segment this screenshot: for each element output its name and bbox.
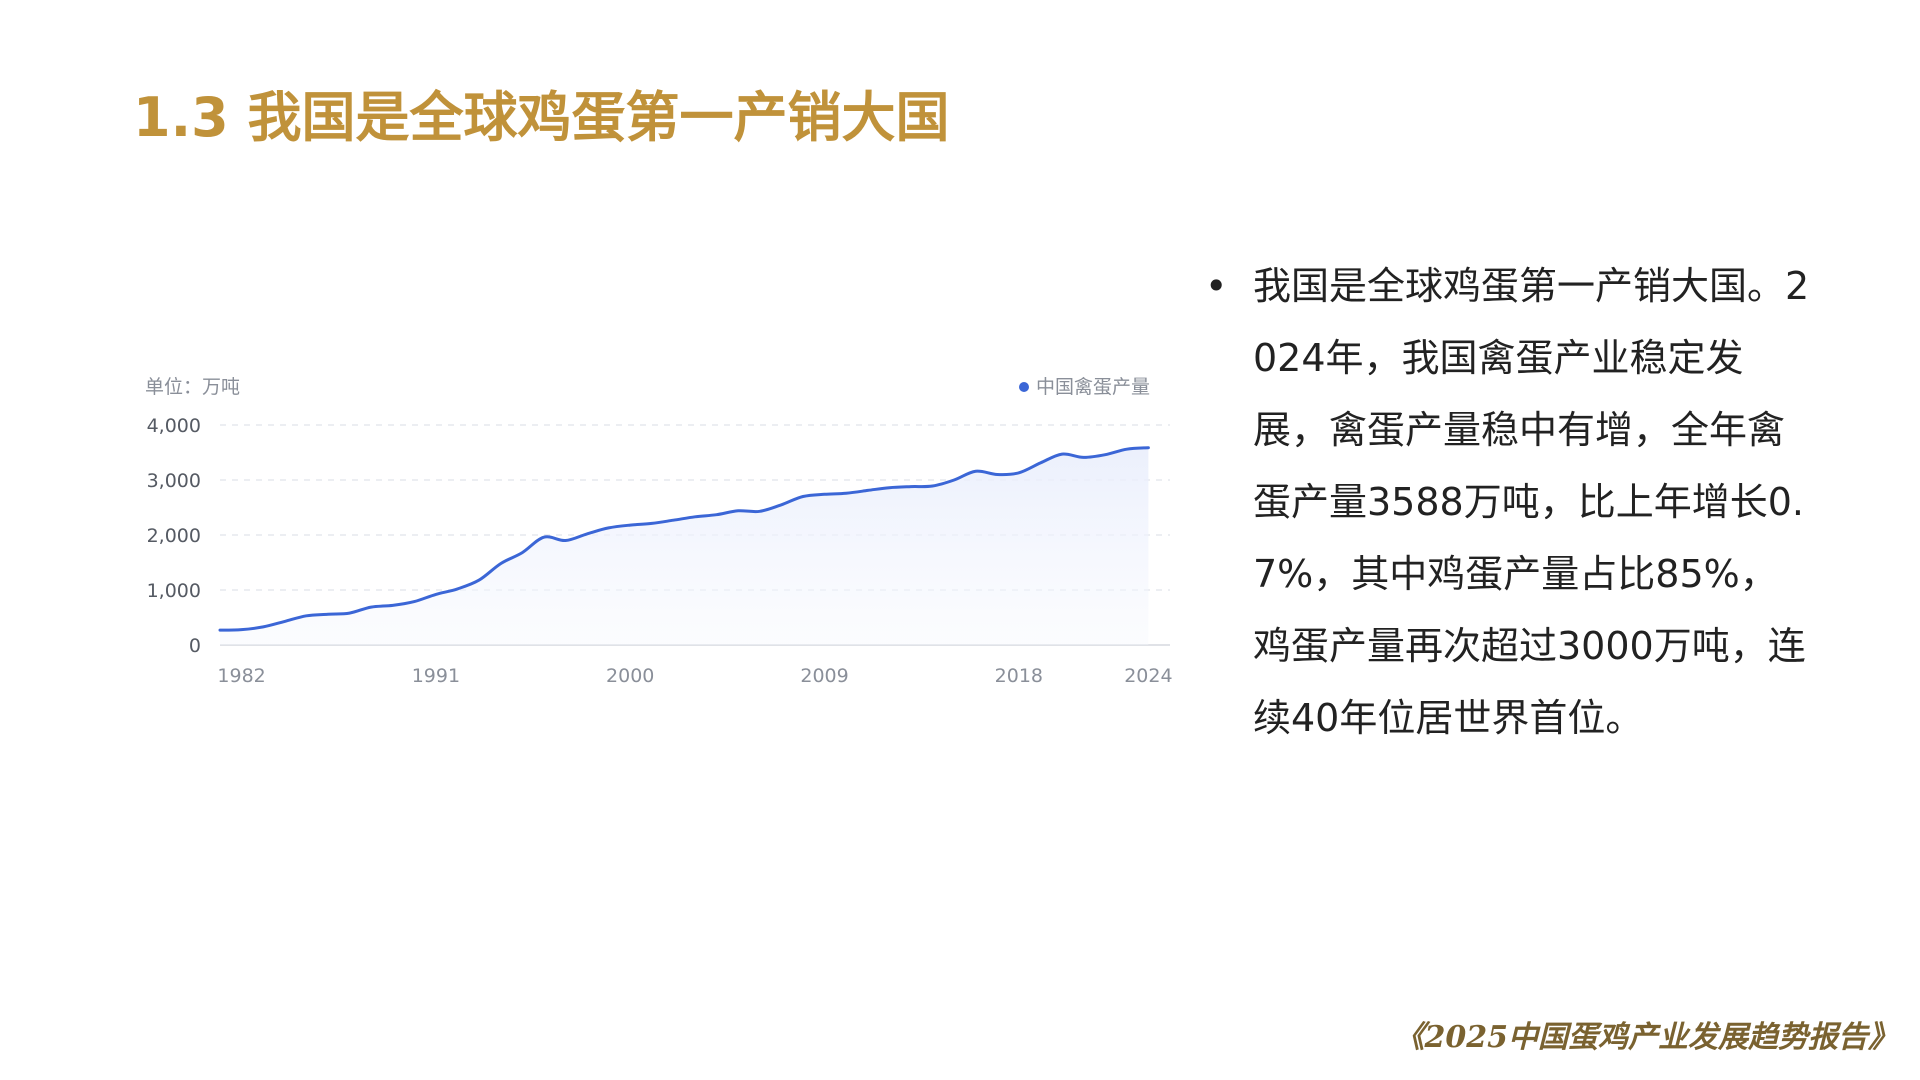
y-tick-label-1000: 1,000 (147, 580, 201, 602)
data-point-2019[interactable] (1034, 456, 1048, 470)
y-tick-label-3000: 3,000 (147, 470, 201, 492)
data-point-1982[interactable] (235, 623, 249, 637)
y-axis-labels: 0 1,000 2,000 3,000 4,000 (147, 415, 201, 657)
x-tick-label-1982: 1982 (217, 665, 265, 687)
data-point-2010[interactable] (839, 486, 853, 500)
y-tick-label-4000: 4,000 (147, 415, 201, 437)
data-point-1998[interactable] (580, 527, 594, 541)
slide-title: 1.3 我国是全球鸡蛋第一产销大国 (133, 86, 950, 149)
legend-label[interactable]: 中国禽蛋产量 (1036, 376, 1150, 398)
data-point-1990[interactable] (407, 595, 421, 609)
data-point-2011[interactable] (861, 483, 875, 497)
data-point-2006[interactable] (753, 504, 767, 518)
summary-text: 我国是全球鸡蛋第一产销大国。2024年，我国禽蛋产业稳定发展，禽蛋产量稳中有增，… (1253, 264, 1810, 740)
data-point-2008[interactable] (796, 490, 810, 504)
data-point-1997[interactable] (559, 534, 573, 548)
data-point-2023[interactable] (1120, 442, 1134, 456)
legend-marker (1019, 382, 1029, 392)
unit-label: 单位：万吨 (145, 376, 240, 398)
data-point-2002[interactable] (666, 513, 680, 527)
data-point-2004[interactable] (710, 508, 724, 522)
series-line (218, 446, 1150, 632)
data-point-1988[interactable] (364, 600, 378, 614)
data-point-1995[interactable] (515, 546, 529, 560)
data-point-1981[interactable] (213, 623, 227, 637)
x-tick-label-1991: 1991 (412, 665, 460, 687)
data-point-1991[interactable] (429, 587, 443, 601)
data-point-1994[interactable] (494, 557, 508, 571)
data-point-2003[interactable] (688, 510, 702, 524)
data-point-2012[interactable] (882, 481, 896, 495)
data-point-2005[interactable] (731, 504, 745, 518)
data-point-2021[interactable] (1077, 450, 1091, 464)
data-point-1983[interactable] (256, 620, 270, 634)
data-point-1999[interactable] (602, 521, 616, 535)
summary-bullet: • 我国是全球鸡蛋第一产销大国。2024年，我国禽蛋产业稳定发展，禽蛋产量稳中有… (1205, 250, 1815, 754)
data-point-2020[interactable] (1055, 447, 1069, 461)
x-axis-labels: 1982 1991 2000 2009 2018 2024 (217, 665, 1172, 687)
y-tick-label-2000: 2,000 (147, 525, 201, 547)
data-point-1985[interactable] (299, 609, 313, 623)
data-point-1987[interactable] (343, 606, 357, 620)
data-point-2007[interactable] (774, 498, 788, 512)
series-area (220, 447, 1149, 645)
x-tick-label-2009: 2009 (800, 665, 848, 687)
x-tick-label-2000: 2000 (606, 665, 654, 687)
data-point-2013[interactable] (904, 480, 918, 494)
data-point-2016[interactable] (969, 464, 983, 478)
bullet-dot: • (1205, 264, 1228, 308)
data-point-2014[interactable] (926, 479, 940, 493)
data-point-1984[interactable] (278, 614, 292, 628)
data-point-1989[interactable] (386, 598, 400, 612)
x-tick-label-2024: 2024 (1124, 665, 1172, 687)
egg-production-chart: 0 1,000 2,000 3,000 4,000 1982 1991 2000 2009 20… (130, 360, 1180, 710)
data-point-1992[interactable] (451, 582, 465, 596)
data-point-1986[interactable] (321, 607, 335, 621)
report-footer: 《2025中国蛋鸡产业发展趋势报告》 (1394, 1020, 1899, 1055)
data-point-2018[interactable] (1012, 466, 1026, 480)
data-point-2015[interactable] (947, 473, 961, 487)
x-tick-label-2018: 2018 (995, 665, 1043, 687)
data-point-2009[interactable] (818, 487, 832, 501)
data-point-2024[interactable] (1141, 441, 1155, 455)
data-point-2001[interactable] (645, 516, 659, 530)
data-point-2022[interactable] (1098, 448, 1112, 462)
data-point-2017[interactable] (990, 468, 1004, 482)
data-point-1996[interactable] (537, 530, 551, 544)
y-tick-label-0: 0 (189, 635, 201, 657)
data-point-2000[interactable] (623, 518, 637, 532)
data-point-1993[interactable] (472, 573, 486, 587)
chart-canvas: 0 1,000 2,000 3,000 4,000 1982 1991 2000 2009 20… (145, 376, 1173, 687)
